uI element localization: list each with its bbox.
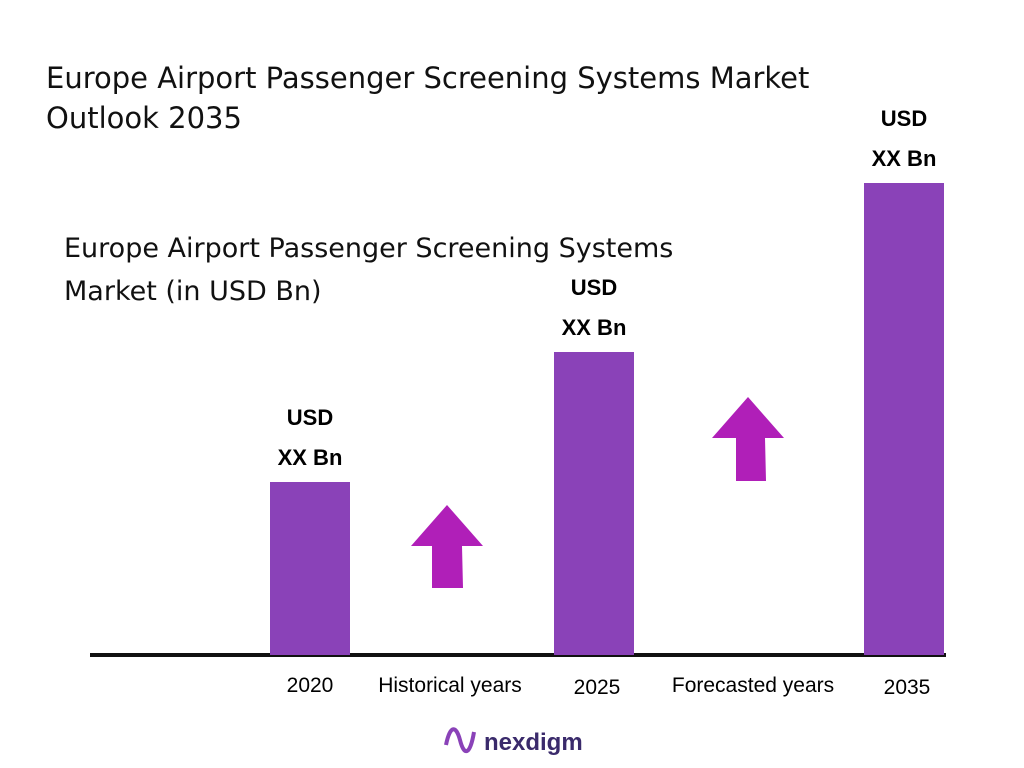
category-label: 2020: [287, 674, 334, 697]
bar-label: USD: [571, 275, 617, 300]
subtitle: Market (in USD Bn): [64, 276, 322, 307]
bar-label: XX Bn: [278, 445, 343, 470]
title: Outlook 2035: [46, 101, 242, 135]
growth-arrow: [411, 505, 483, 588]
growth-arrow: [712, 397, 784, 481]
subtitle: Europe Airport Passenger Screening Syste…: [64, 233, 673, 264]
category-label: 2035: [884, 676, 931, 699]
logo-icon: [444, 727, 476, 753]
bar: [864, 183, 944, 655]
bar-label: USD: [881, 106, 927, 131]
period-label: Forecasted years: [672, 674, 834, 697]
title: Europe Airport Passenger Screening Syste…: [46, 61, 809, 95]
bar: [554, 352, 634, 655]
logo: nexdigm: [484, 729, 583, 756]
period-label: Historical years: [378, 674, 522, 697]
bar-label: USD: [287, 405, 333, 430]
category-label: 2025: [574, 676, 621, 699]
bar-label: XX Bn: [562, 315, 627, 340]
bar: [270, 482, 350, 655]
bar-label: XX Bn: [872, 146, 937, 171]
